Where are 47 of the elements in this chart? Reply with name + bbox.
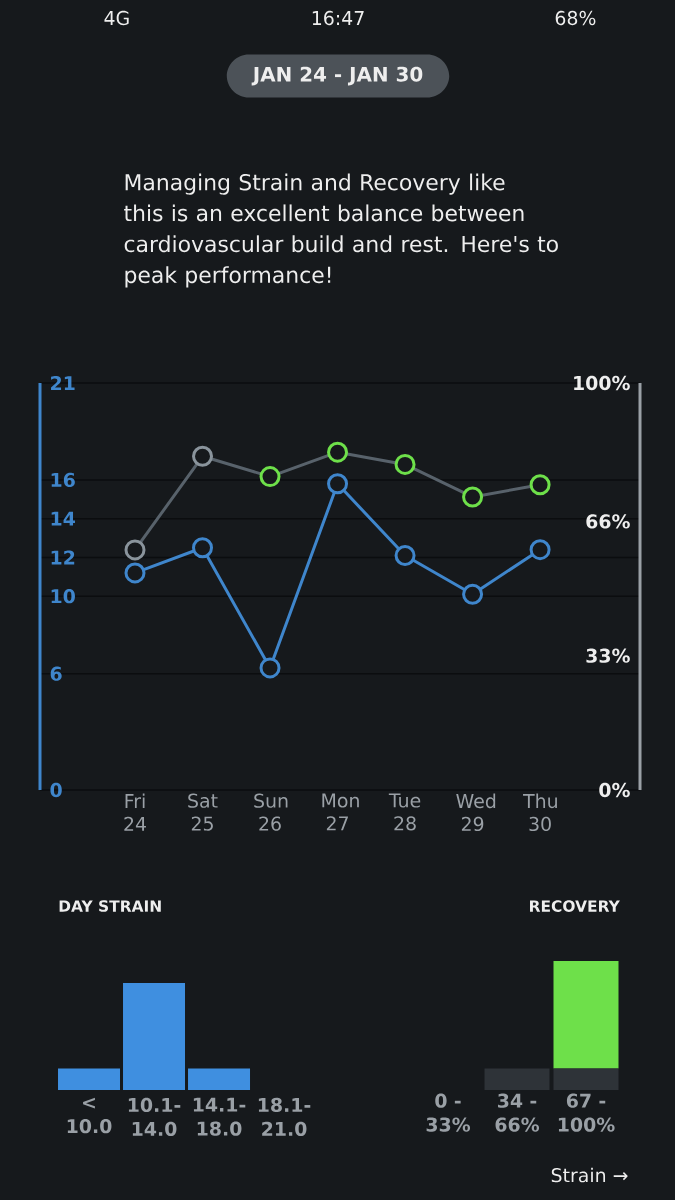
point bbox=[462, 583, 484, 605]
y2-tick-label: 0 bbox=[50, 782, 62, 798]
point bbox=[394, 545, 416, 566]
point bbox=[259, 657, 281, 679]
x-tick-label: 10.1- 14.0 bbox=[128, 1097, 181, 1137]
x-tick-label: 18.1- 21.0 bbox=[258, 1097, 311, 1137]
text: Strain → bbox=[551, 1167, 628, 1183]
point bbox=[192, 445, 214, 467]
chart-title: DAY STRAIN bbox=[59, 900, 161, 912]
chart-subtitle: Managing Strain and Recovery like this is an excellent balance between cardiovascular build and rest. Here's to peak performance! bbox=[124, 173, 558, 288]
point bbox=[192, 537, 214, 559]
x-tick-label: 34 - 66% bbox=[495, 1093, 540, 1132]
x-tick-label: 0 - 33% bbox=[426, 1093, 471, 1132]
x-tick-label: < 10.0 bbox=[67, 1097, 112, 1134]
text: 4G bbox=[104, 10, 129, 26]
y2-tick-label: 10 bbox=[51, 589, 75, 604]
chart-title: RECOVERY bbox=[530, 900, 620, 912]
point bbox=[327, 441, 349, 463]
x-tick-label: 67 - 100% bbox=[558, 1093, 615, 1132]
x-tick-label: Tue 28 bbox=[388, 793, 421, 831]
point bbox=[462, 486, 484, 508]
point bbox=[327, 473, 349, 495]
point bbox=[259, 466, 281, 488]
x-tick-label: Thu 30 bbox=[523, 793, 557, 832]
text: 16:47 bbox=[312, 10, 364, 26]
point bbox=[394, 453, 416, 475]
y-tick-label: 0% bbox=[599, 782, 630, 798]
x-tick-label: Mon 27 bbox=[322, 793, 359, 831]
y-tick-label: 33% bbox=[586, 648, 630, 663]
point bbox=[124, 539, 146, 561]
y2-tick-label: 21 bbox=[51, 375, 75, 391]
x-tick-label: Sun 26 bbox=[254, 793, 288, 831]
y2-tick-label: 14 bbox=[51, 511, 75, 526]
x-tick-label: Wed 29 bbox=[456, 793, 496, 832]
y-tick-label: 100% bbox=[574, 375, 630, 391]
y2-tick-label: 16 bbox=[51, 472, 75, 488]
x-tick-label: Fri 24 bbox=[124, 793, 146, 831]
x-tick-label: 14.1- 18.0 bbox=[193, 1097, 246, 1136]
text: 68% bbox=[555, 10, 596, 26]
chart-title: JAN 24 - JAN 30 bbox=[251, 66, 423, 86]
y-tick-label: 66% bbox=[586, 514, 630, 529]
y2-tick-label: 12 bbox=[51, 550, 75, 565]
x-tick-label: Sat 25 bbox=[188, 793, 218, 831]
point bbox=[529, 539, 551, 561]
point bbox=[529, 474, 551, 496]
y2-tick-label: 6 bbox=[50, 666, 62, 681]
point bbox=[124, 562, 146, 584]
